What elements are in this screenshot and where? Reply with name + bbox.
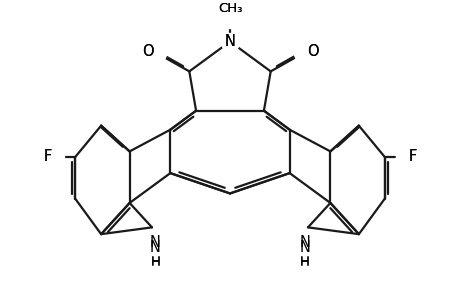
Text: H: H: [299, 256, 309, 269]
Text: O: O: [306, 44, 318, 59]
Text: N: N: [298, 240, 309, 255]
Text: O: O: [141, 44, 153, 59]
Text: F: F: [43, 149, 51, 164]
Text: N: N: [224, 34, 235, 49]
Text: H: H: [150, 255, 160, 268]
Text: H: H: [299, 255, 309, 268]
Text: N: N: [298, 235, 309, 250]
Text: F: F: [408, 149, 416, 164]
Text: CH₃: CH₃: [218, 2, 241, 15]
Text: H: H: [150, 256, 160, 269]
Text: F: F: [43, 149, 51, 164]
Text: O: O: [141, 44, 153, 59]
Text: O: O: [306, 44, 318, 59]
Text: N: N: [150, 240, 161, 255]
Text: F: F: [408, 149, 416, 164]
Text: N: N: [224, 34, 235, 49]
Text: CH₃: CH₃: [218, 2, 241, 15]
Text: N: N: [150, 235, 161, 250]
